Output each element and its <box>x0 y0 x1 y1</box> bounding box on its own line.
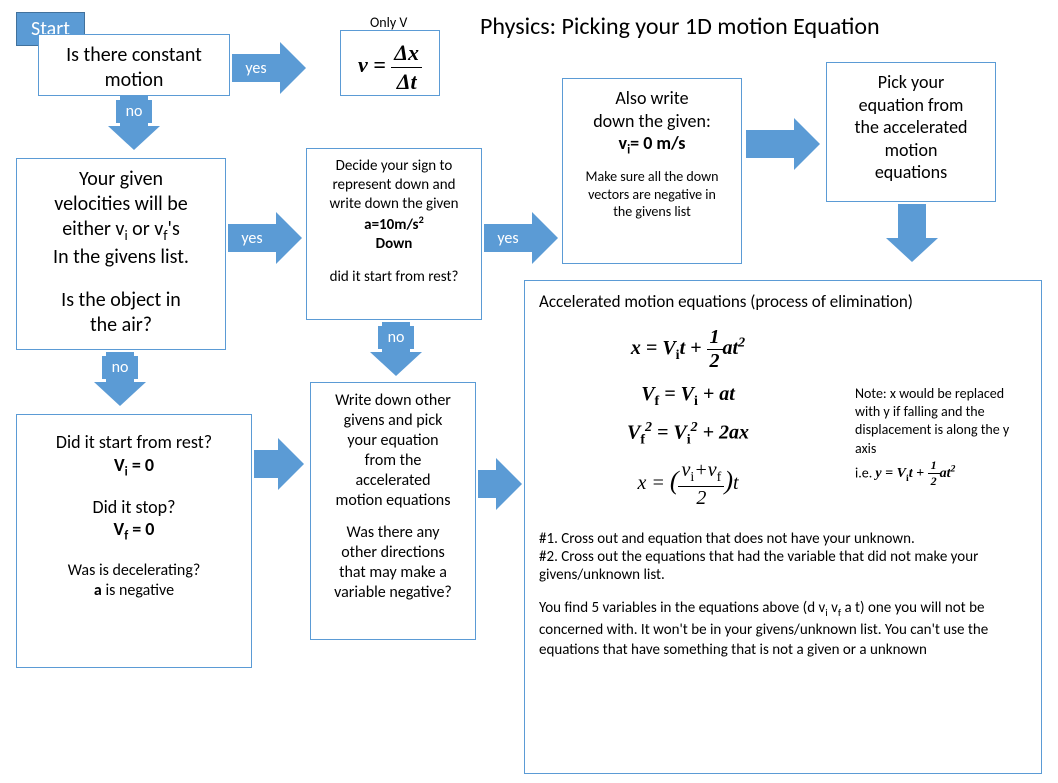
arrow-yes-2: yes <box>228 212 302 264</box>
eq-panel-title: Accelerated motion equations (process of… <box>539 291 1027 312</box>
box-constant-motion: Is there constant motion <box>38 34 230 96</box>
l5: Down <box>317 235 471 254</box>
arrow-other-right <box>478 458 522 510</box>
arrow-rest-right <box>254 438 304 490</box>
only-v-label: Only V <box>370 14 407 31</box>
l3: the accelerated <box>837 116 985 139</box>
l3: Did it stop? <box>27 496 241 519</box>
l4: motion <box>837 139 985 162</box>
eq1: x = Vit + 12at2 <box>539 326 1027 373</box>
box-other-givens: Write down other givens and pick your eq… <box>310 382 476 640</box>
box-velocities: Your given velocities will be either vi … <box>16 158 226 350</box>
summary: You find 5 variables in the equations ab… <box>539 598 1027 661</box>
l5: Was is decelerating? <box>27 561 241 581</box>
l3: either vi or vf's <box>27 217 215 245</box>
l4: Vf = 0 <box>27 518 241 544</box>
l1: Pick your <box>837 71 985 94</box>
box-sign: Decide your sign to represent down and w… <box>306 148 482 320</box>
no-label: no <box>388 328 405 347</box>
l7: the air? <box>27 313 215 338</box>
l6: motion equations <box>321 491 465 511</box>
arrow-pick-down <box>886 204 938 262</box>
yes-label: yes <box>241 229 262 248</box>
l3: write down the given <box>317 195 471 214</box>
page-title: Physics: Picking your 1D motion Equation <box>480 12 880 41</box>
arrow-no-1: no <box>108 96 160 150</box>
l1: Your given <box>27 167 215 192</box>
l2: equation from <box>837 94 985 117</box>
box-rest-stop: Did it start from rest? Vi = 0 Did it st… <box>16 414 252 668</box>
arrow-yes-3: yes <box>484 212 558 264</box>
l2: represent down and <box>317 176 471 195</box>
l3: your equation <box>321 431 465 451</box>
arrow-no-2: no <box>94 352 146 406</box>
l11: variable negative? <box>321 583 465 603</box>
l2: velocities will be <box>27 192 215 217</box>
l4: a=10m/s2 <box>317 213 471 235</box>
l6: the givens list <box>573 203 731 221</box>
l4: Make sure all the down <box>573 168 731 186</box>
no-label: no <box>112 358 129 377</box>
l6: Is the object in <box>27 288 215 313</box>
arrow-no-3: no <box>370 322 422 376</box>
arrow-to-pick <box>746 118 820 170</box>
l10: that may make a <box>321 563 465 583</box>
l1: Did it start from rest? <box>27 431 241 454</box>
l5: vectors are negative in <box>573 186 731 204</box>
l2: givens and pick <box>321 411 465 431</box>
side-note: Note: x would be replaced with y if fall… <box>855 385 1025 490</box>
eq-v: v = ΔxΔt <box>358 52 422 77</box>
box-v-equation: v = ΔxΔt <box>340 30 440 96</box>
l3: vi= 0 m/s <box>573 132 731 158</box>
no-label: no <box>126 102 143 121</box>
l6: a is negative <box>27 581 241 601</box>
l7: did it start from rest? <box>317 268 471 287</box>
box-pick: Pick your equation from the accelerated … <box>826 62 996 202</box>
box-also-write: Also write down the given: vi= 0 m/s Mak… <box>562 78 742 264</box>
l4: from the <box>321 451 465 471</box>
l9: other directions <box>321 543 465 563</box>
l1: Also write <box>573 87 731 110</box>
l4: In the givens list. <box>27 245 215 270</box>
text: Is there constant motion <box>66 43 202 92</box>
l8: Was there any <box>321 523 465 543</box>
l2: down the given: <box>573 110 731 133</box>
l1: Decide your sign to <box>317 157 471 176</box>
arrow-yes-to-veq: yes <box>232 42 306 94</box>
rule2: #2. Cross out the equations that had the… <box>539 548 1027 584</box>
l5: accelerated <box>321 471 465 491</box>
yes-label: yes <box>497 229 518 248</box>
l5: equations <box>837 161 985 184</box>
rule1: #1. Cross out and equation that does not… <box>539 530 1027 548</box>
yes-label: yes <box>245 59 266 78</box>
l2: Vi = 0 <box>27 454 241 480</box>
equations-panel: Accelerated motion equations (process of… <box>524 280 1042 774</box>
l1: Write down other <box>321 391 465 411</box>
